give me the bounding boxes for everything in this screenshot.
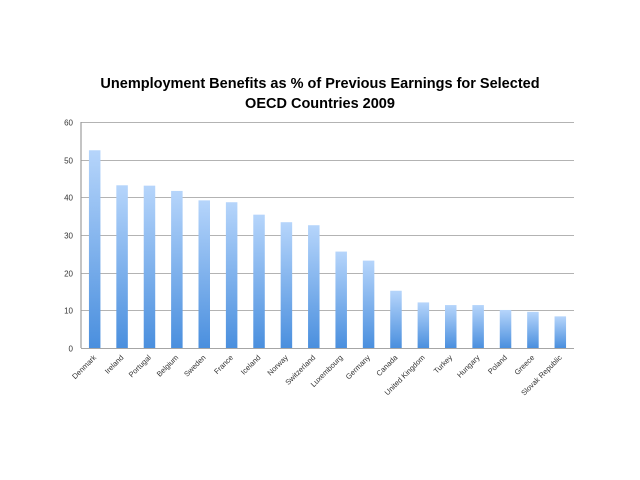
bar <box>499 309 512 348</box>
x-tick-label: Iceland <box>239 353 262 376</box>
x-tick-label: Belgium <box>155 353 181 379</box>
chart-title-line-2: OECD Countries 2009 <box>245 96 395 112</box>
bar <box>116 185 128 348</box>
x-tick-label: Norway <box>265 353 290 378</box>
bar <box>362 260 375 348</box>
bars <box>88 150 567 348</box>
bar <box>198 200 210 348</box>
bar <box>225 202 238 348</box>
x-tick-label: Germany <box>344 353 372 381</box>
chart-title-line-1: Unemployment Benefits as % of Previous E… <box>100 76 540 92</box>
y-tick-label: 50 <box>64 157 73 166</box>
y-tick-label: 20 <box>64 270 73 279</box>
bar <box>417 302 430 348</box>
y-tick-label: 30 <box>64 232 73 241</box>
x-axis-category-labels: Denmark Ireland Portugal Belgium Sweden Franc… <box>70 352 564 397</box>
y-tick-label: 0 <box>69 345 74 354</box>
x-tick-label: Portugal <box>127 353 153 379</box>
x-tick-label: Ireland <box>103 353 126 376</box>
y-tick-label: 10 <box>64 307 73 316</box>
x-tick-label: Sweden <box>182 353 208 379</box>
bar <box>88 150 101 348</box>
x-tick-label: Poland <box>486 353 509 376</box>
bar <box>335 251 347 348</box>
chart-title: Unemployment Benefits as % of Previous E… <box>40 74 600 114</box>
bar <box>253 214 265 348</box>
y-axis-tick-labels: 0 10 20 30 40 50 60 <box>64 119 73 354</box>
x-tick-label: Turkey <box>432 353 455 376</box>
x-tick-label: Canada <box>374 352 400 378</box>
x-tick-label: Denmark <box>70 353 98 381</box>
bar <box>390 290 402 348</box>
y-tick-label: 40 <box>64 194 73 203</box>
x-tick-label: France <box>212 353 235 376</box>
bar <box>527 311 539 348</box>
bar <box>554 316 567 348</box>
y-tick-label: 60 <box>64 119 73 128</box>
bar <box>445 305 457 348</box>
bar <box>280 222 293 348</box>
gridlines <box>80 122 574 349</box>
bar <box>143 185 156 348</box>
x-tick-label: Hungary <box>455 353 482 380</box>
bar <box>171 190 183 348</box>
bar <box>472 305 484 348</box>
bar <box>308 225 320 348</box>
x-tick-label: Greece <box>513 353 537 377</box>
